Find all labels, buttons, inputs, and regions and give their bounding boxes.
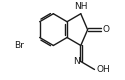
Text: OH: OH <box>96 65 110 74</box>
Text: N: N <box>73 57 80 66</box>
Text: NH: NH <box>74 2 88 11</box>
Text: Br: Br <box>14 41 24 50</box>
Text: O: O <box>103 25 110 34</box>
